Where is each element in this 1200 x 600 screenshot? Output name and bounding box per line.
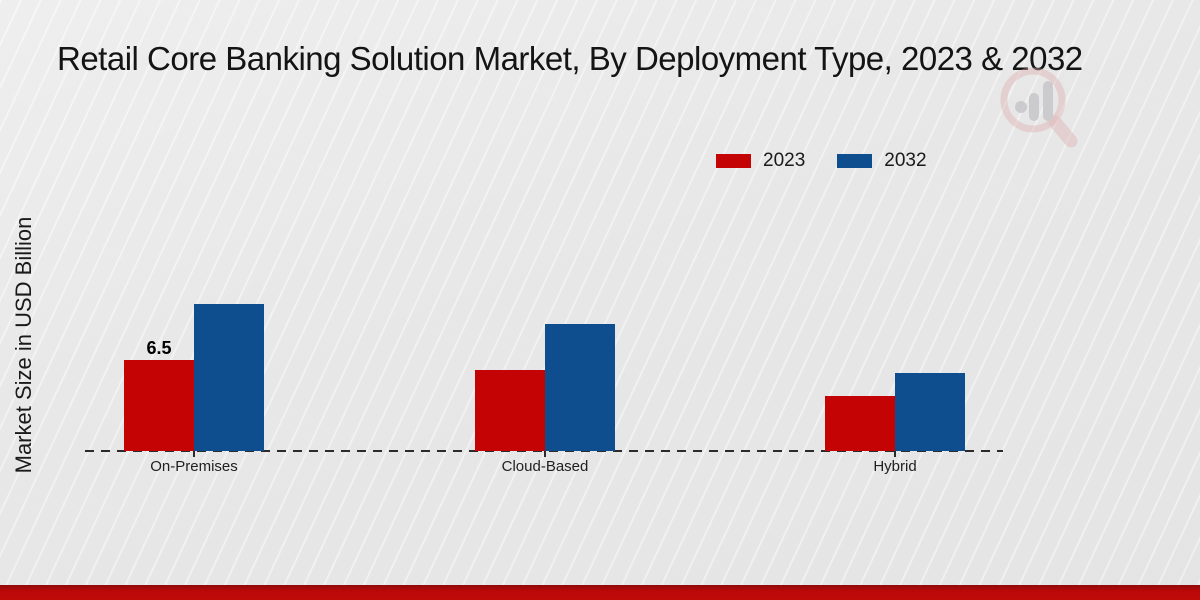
legend: 2023 2032 bbox=[716, 150, 927, 172]
chart-title: Retail Core Banking Solution Market, By … bbox=[57, 40, 1083, 77]
brand-watermark-logo bbox=[995, 55, 1085, 150]
bar-2023-on-premises bbox=[124, 360, 194, 451]
bar-2023-hybrid bbox=[825, 396, 895, 451]
x-axis-tick-on-premises bbox=[193, 451, 195, 457]
category-label-cloud-based: Cloud-Based bbox=[501, 458, 589, 475]
category-label-on-premises: On-Premises bbox=[150, 458, 238, 475]
bar-2032-hybrid bbox=[895, 373, 965, 451]
legend-swatch-2023 bbox=[716, 154, 751, 168]
footer-accent-bar bbox=[0, 585, 1200, 600]
bar-2032-cloud-based bbox=[545, 324, 615, 451]
legend-item-2023: 2023 bbox=[716, 150, 805, 172]
bar-value-label-on-premises-2023: 6.5 bbox=[146, 338, 172, 358]
magnifier-bars-icon bbox=[1000, 67, 1078, 148]
legend-swatch-2032 bbox=[837, 154, 873, 168]
legend-label-2032: 2032 bbox=[884, 150, 927, 171]
legend-label-2023: 2023 bbox=[763, 150, 806, 171]
x-axis-tick-hybrid bbox=[894, 451, 896, 457]
bar-2032-on-premises bbox=[194, 304, 264, 451]
bar-2023-cloud-based bbox=[475, 370, 545, 451]
legend-item-2032: 2032 bbox=[837, 150, 927, 172]
x-axis-tick-cloud-based bbox=[544, 451, 546, 457]
category-label-hybrid: Hybrid bbox=[873, 458, 917, 475]
